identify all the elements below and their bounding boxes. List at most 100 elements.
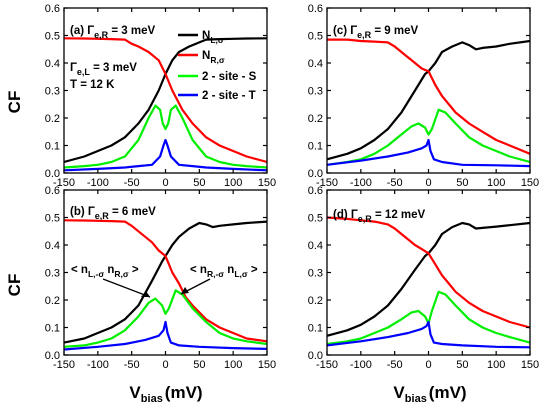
series-line-a-0 [64, 37, 267, 164]
xtick-label-d-4: 50 [456, 359, 468, 371]
xtick-label-b-3: 0 [162, 359, 168, 371]
series-line-b-3 [64, 320, 267, 351]
ytick-label-b-6: 0.6 [45, 185, 60, 197]
xtick-label-c-0: -150 [316, 177, 338, 189]
legend-label-1: NR,σ [202, 50, 225, 65]
legend: NL,σ NR,σ 2 - site - S 2 - site - T [178, 30, 257, 102]
series-line-a-2 [64, 104, 267, 169]
xtick-label-a-5: 100 [224, 177, 242, 189]
xtick-label-c-1: -100 [350, 177, 372, 189]
xlabel-right: V bias (mV) [393, 383, 466, 405]
xtick-label-c-4: 50 [456, 177, 468, 189]
ytick-label-d-6: 0.6 [308, 185, 323, 197]
series-line-d-3 [327, 320, 530, 349]
xtick-label-d-0: -150 [316, 359, 338, 371]
series-line-a-1 [64, 37, 267, 164]
ytick-label-a-4: 0.4 [45, 58, 60, 70]
panel-label-a-2: T = 12 K [70, 79, 115, 91]
xtick-label-a-6: 150 [258, 177, 276, 189]
xlabel-left: V bias (mV) [129, 383, 202, 405]
xtick-label-a-2: -50 [124, 177, 140, 189]
xtick-label-c-2: -50 [387, 177, 403, 189]
ytick-label-b-2: 0.2 [45, 295, 60, 307]
ytick-label-d-2: 0.2 [308, 295, 323, 307]
panel-a: 0.0 0.1 0.2 0.3 0.4 0.5 0.6 -150 -100 -50 0 50 100 15… [45, 3, 276, 189]
ylabel-top: CF [5, 91, 24, 114]
ytick-label-a-0: 0.0 [45, 168, 60, 180]
panel-label-b-0: (b) Γe,R = 6 meV [70, 206, 156, 221]
legend-label-2: 2 - site - S [202, 71, 257, 83]
series-line-b-1 [64, 219, 267, 343]
legend-label-3: 2 - site - T [202, 90, 256, 102]
series-line-b-2 [64, 289, 267, 348]
series-line-b-0 [64, 220, 267, 344]
ytick-label-d-0: 0.0 [308, 350, 323, 362]
series-line-c-2 [327, 108, 530, 166]
ytick-label-b-3: 0.3 [45, 268, 60, 280]
ytick-label-b-1: 0.1 [45, 323, 60, 335]
ytick-label-d-1: 0.1 [308, 323, 323, 335]
ytick-label-c-1: 0.1 [308, 141, 323, 153]
xtick-label-b-1: -100 [87, 359, 109, 371]
xtick-label-a-1: -100 [87, 177, 109, 189]
xtick-label-d-6: 150 [521, 359, 539, 371]
ytick-label-c-2: 0.2 [308, 113, 323, 125]
ytick-label-a-3: 0.3 [45, 86, 60, 98]
ytick-label-a-6: 0.6 [45, 3, 60, 15]
series-line-c-0 [327, 39, 530, 161]
xtick-label-b-5: 100 [224, 359, 242, 371]
panel-label-d-0: (d) Γe,R = 12 meV [333, 209, 426, 224]
xtick-label-d-3: 0 [425, 359, 431, 371]
ytick-label-d-4: 0.4 [308, 240, 323, 252]
ytick-label-b-0: 0.0 [45, 350, 60, 362]
ytick-label-b-5: 0.5 [45, 213, 60, 225]
svg-text:(mV): (mV) [429, 383, 467, 402]
series-line-d-0 [327, 221, 530, 337]
ytick-label-c-5: 0.5 [308, 31, 323, 43]
xtick-label-c-6: 150 [521, 177, 539, 189]
panel-label-c-0: (c) Γe,R = 9 meV [333, 25, 419, 40]
ytick-label-b-4: 0.4 [45, 240, 60, 252]
svg-text:bias: bias [141, 393, 163, 405]
panel-d: 0.0 0.1 0.2 0.3 0.4 0.5 0.6 -150 -100 -50 0 50 100 15… [308, 185, 539, 371]
xtick-label-a-3: 0 [162, 177, 168, 189]
series-line-c-1 [327, 38, 530, 155]
xtick-label-b-6: 150 [258, 359, 276, 371]
xtick-label-d-1: -100 [350, 359, 372, 371]
xtick-label-c-3: 0 [425, 177, 431, 189]
annotation-1: < nR,-σ nL,σ > [190, 264, 258, 279]
svg-text:(mV): (mV) [165, 383, 203, 402]
svg-text:V: V [393, 383, 405, 402]
xtick-label-c-5: 100 [487, 177, 505, 189]
xtick-label-b-4: 50 [193, 359, 205, 371]
xtick-label-b-2: -50 [124, 359, 140, 371]
panel-b: 0.0 0.1 0.2 0.3 0.4 0.5 0.6 -150 -100 -50 0 50 100 15… [45, 185, 276, 371]
ytick-label-a-2: 0.2 [45, 113, 60, 125]
xtick-label-a-0: -150 [53, 177, 75, 189]
ytick-label-c-4: 0.4 [308, 58, 323, 70]
ytick-label-c-6: 0.6 [308, 3, 323, 15]
panel-label-a-1: Γe,L = 3 meV [70, 62, 137, 77]
xtick-label-d-5: 100 [487, 359, 505, 371]
series-line-d-1 [327, 216, 530, 329]
ytick-label-c-0: 0.0 [308, 168, 323, 180]
annotation-arrowhead-1 [181, 287, 189, 294]
ytick-label-d-3: 0.3 [308, 268, 323, 280]
xtick-label-a-4: 50 [193, 177, 205, 189]
panel-c: 0.0 0.1 0.2 0.3 0.4 0.5 0.6 -150 -100 -50 0 50 100 15… [308, 3, 539, 189]
ytick-label-c-3: 0.3 [308, 86, 323, 98]
panel-label-a-0: (a) Γe,R = 3 meV [70, 25, 156, 40]
series-line-c-3 [327, 138, 530, 168]
annotation-arrow-0 [102, 278, 151, 298]
annotation-0: < nL,-σ nR,σ > [71, 264, 139, 279]
annotation-arrowhead-0 [141, 291, 150, 297]
svg-text:bias: bias [405, 393, 427, 405]
ylabel-bottom: CF [5, 274, 24, 297]
legend-label-0: NL,σ [202, 30, 224, 45]
xtick-label-b-0: -150 [53, 359, 75, 371]
series-line-a-3 [64, 138, 267, 172]
svg-text:V: V [129, 383, 141, 402]
ytick-label-a-1: 0.1 [45, 141, 60, 153]
ytick-label-d-5: 0.5 [308, 213, 323, 225]
